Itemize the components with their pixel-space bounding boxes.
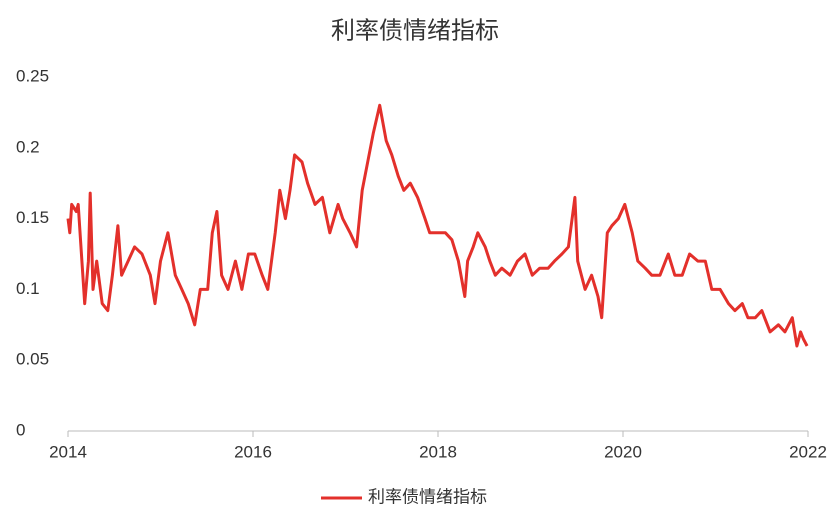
x-tick-label: 2014 xyxy=(49,442,87,461)
y-tick-label: 0 xyxy=(16,420,25,439)
x-tick-label: 2018 xyxy=(419,442,457,461)
y-tick-label: 0.05 xyxy=(16,350,49,369)
data-line xyxy=(66,103,809,348)
legend-label: 利率债情绪指标 xyxy=(368,487,487,506)
y-tick-label: 0.15 xyxy=(16,208,49,227)
x-tick-label: 2016 xyxy=(234,442,272,461)
y-tick-label: 0.2 xyxy=(16,137,40,156)
y-tick-label: 0.1 xyxy=(16,279,40,298)
x-tick-label: 2022 xyxy=(789,442,827,461)
chart-title: 利率债情绪指标 xyxy=(331,17,499,44)
x-tick-label: 2020 xyxy=(604,442,642,461)
y-tick-label: 0.25 xyxy=(16,66,49,85)
